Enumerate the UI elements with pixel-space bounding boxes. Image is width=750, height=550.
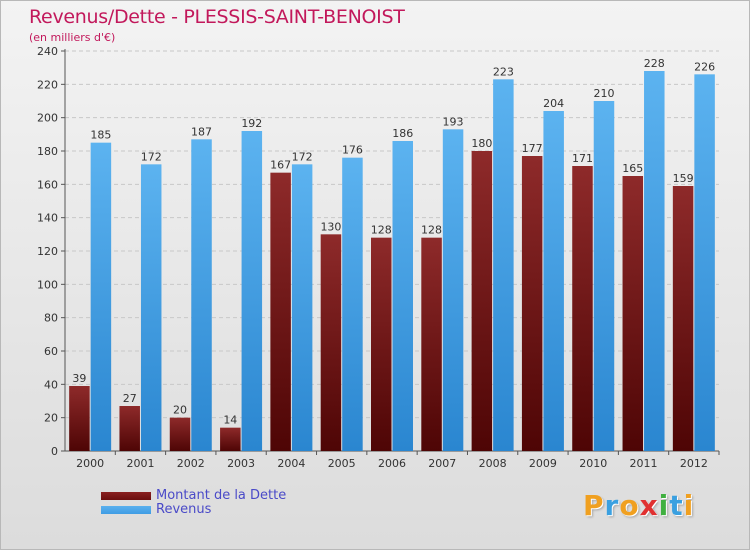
data-label-dette: 128 [371,224,392,237]
x-tick-label: 2010 [579,457,607,470]
bar-revenus [342,157,363,451]
chart-subtitle: (en milliers d'€) [29,31,116,44]
chart-title: Revenus/Dette - PLESSIS-SAINT-BENOIST [29,6,405,28]
bar-dette [320,234,342,451]
y-tick-label: 200 [37,112,58,125]
bar-revenus [593,101,615,451]
data-label-revenus: 187 [191,125,212,138]
data-label-dette: 130 [320,220,341,233]
bar-dette [119,406,140,451]
legend-label-revenus: Revenus [156,502,212,517]
logo-letter: t [669,489,684,522]
data-label-revenus: 186 [392,127,413,140]
logo-letter: i [658,489,670,522]
data-label-revenus: 185 [90,129,111,142]
bar-dette [169,417,191,451]
x-tick-label: 2012 [680,457,708,470]
bar-revenus [241,131,263,451]
data-label-dette: 128 [421,224,442,237]
bar-revenus [694,74,715,451]
y-tick-label: 160 [37,178,58,191]
bar-revenus [493,79,514,451]
x-tick-label: 2005 [328,457,356,470]
data-label-dette: 159 [673,172,694,185]
data-label-dette: 27 [123,392,137,405]
bar-revenus [392,141,413,451]
x-tick-label: 2002 [177,457,205,470]
data-label-revenus: 176 [342,144,363,157]
legend-label-dette: Montant de la Dette [156,488,287,503]
data-label-dette: 180 [471,137,492,150]
x-tick-label: 2001 [126,457,154,470]
logo-letter: P [583,489,605,522]
x-tick-label: 2000 [76,457,104,470]
bar-dette [371,237,392,451]
y-tick-label: 120 [37,245,58,258]
y-tick-label: 220 [37,78,58,91]
data-label-revenus: 172 [141,150,162,163]
data-label-revenus: 204 [543,97,564,110]
x-tick-label: 2011 [630,457,658,470]
legend-swatch-dette [101,492,151,500]
y-tick-label: 240 [37,45,58,58]
bar-dette [572,166,593,451]
proxiti-logo: Proxiti [583,489,694,522]
bar-revenus [644,71,665,451]
x-tick-label: 2004 [277,457,305,470]
bar-dette [471,151,493,451]
data-label-dette: 171 [572,152,593,165]
bar-revenus [543,111,564,451]
data-label-dette: 20 [173,404,187,417]
data-label-revenus: 210 [593,87,614,100]
x-tick-label: 2006 [378,457,406,470]
bar-dette [270,172,291,451]
y-tick-label: 60 [44,345,58,358]
y-tick-label: 20 [44,412,58,425]
bar-revenus [291,164,313,452]
data-label-revenus: 172 [292,150,313,163]
data-label-dette: 167 [270,159,291,172]
data-label-revenus: 193 [443,115,464,128]
logo-letter: r [604,489,620,522]
x-tick-label: 2007 [428,457,456,470]
y-tick-label: 0 [51,445,58,458]
bar-dette [421,237,442,451]
bar-dette [220,427,241,451]
x-tick-label: 2009 [529,457,557,470]
data-label-dette: 39 [72,372,86,385]
bar-dette [622,176,644,451]
logo-letter: o [619,489,640,522]
y-tick-label: 40 [44,378,58,391]
y-tick-label: 140 [37,212,58,225]
data-label-revenus: 192 [241,117,262,130]
data-label-revenus: 228 [644,57,665,70]
bar-revenus [140,164,162,452]
bar-dette [521,156,543,451]
bar-revenus [90,142,112,451]
bar-dette [69,386,90,451]
logo-letter: x [639,489,659,522]
data-label-revenus: 226 [694,60,715,73]
y-tick-label: 100 [37,278,58,291]
data-label-dette: 14 [223,414,237,427]
bar-revenus [442,129,464,452]
x-tick-label: 2003 [227,457,255,470]
y-tick-label: 180 [37,145,58,158]
bar-dette [672,186,694,451]
y-tick-label: 80 [44,312,58,325]
x-tick-label: 2008 [479,457,507,470]
data-label-dette: 165 [622,162,643,175]
bar-revenus [191,139,212,452]
data-label-revenus: 223 [493,65,514,78]
legend-swatch-revenus [101,506,151,514]
logo-letter: i [683,489,695,522]
data-label-dette: 177 [522,142,543,155]
